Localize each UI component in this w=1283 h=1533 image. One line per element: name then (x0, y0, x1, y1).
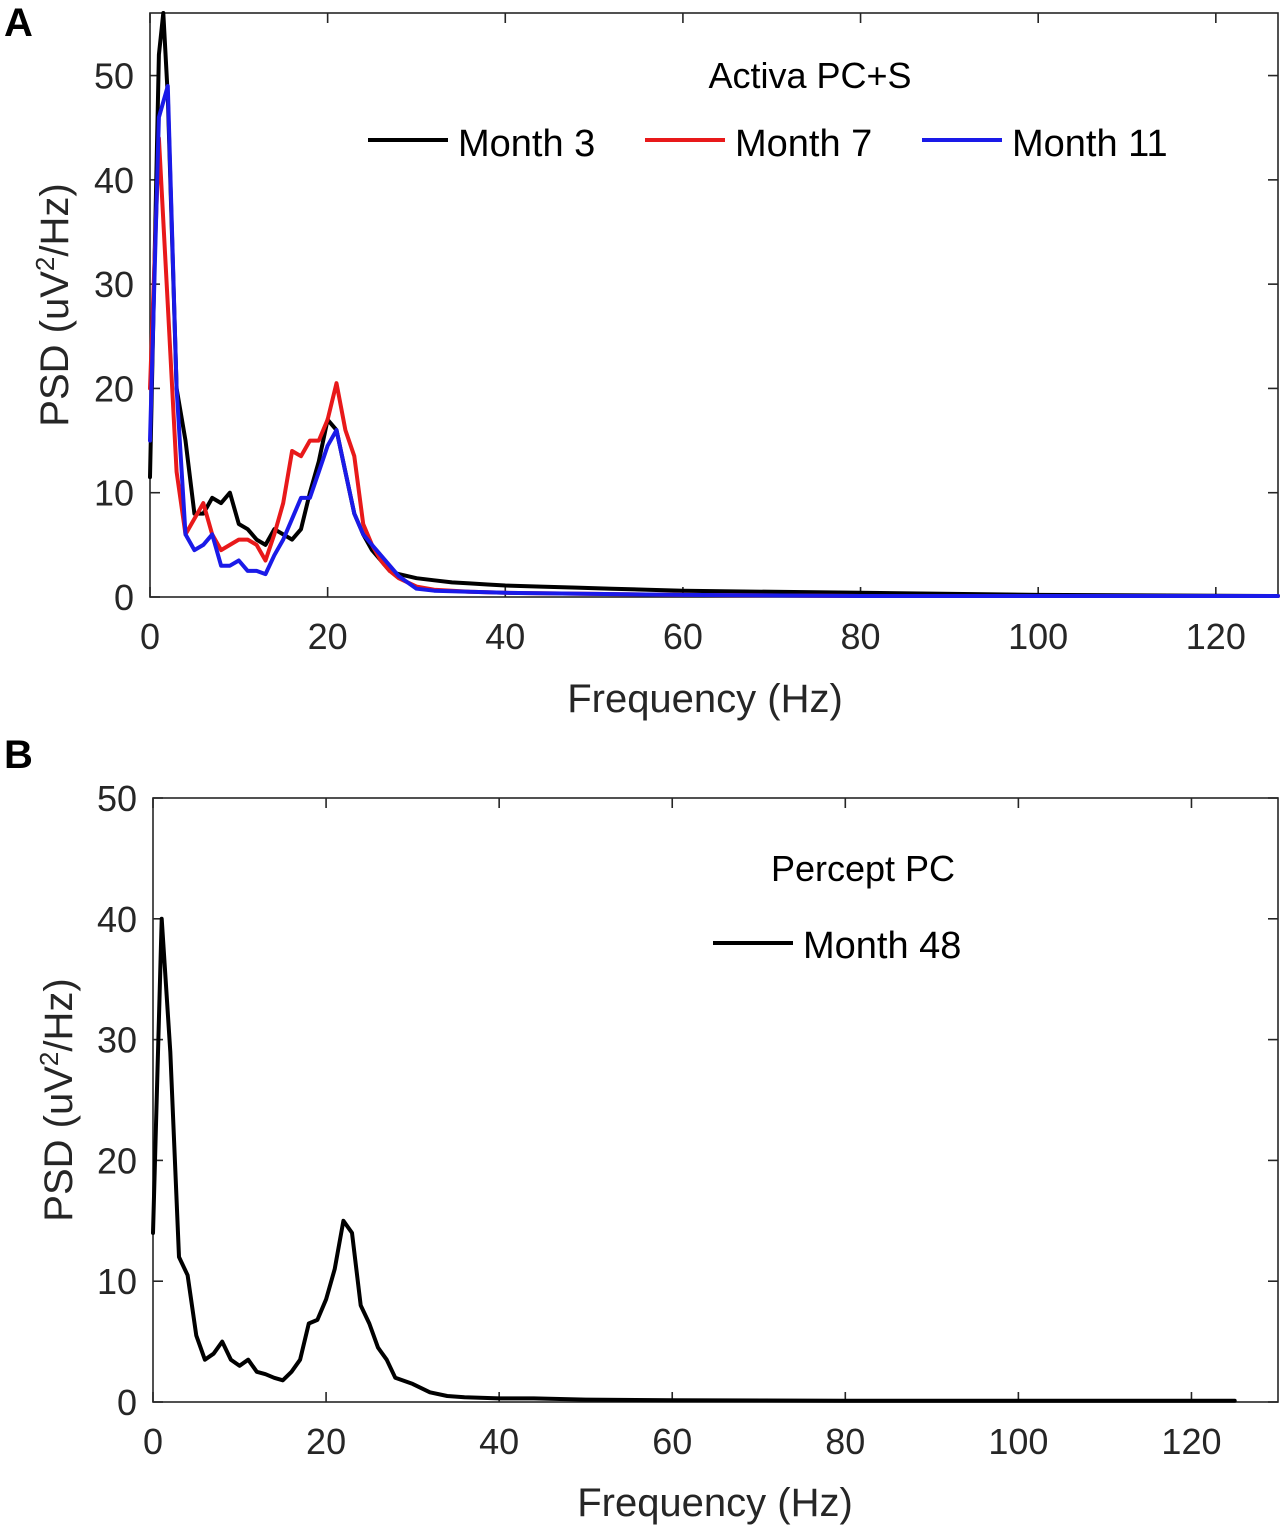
panel-a-xtick-label: 120 (1186, 616, 1246, 657)
panel-b-ylabel-superscript: 2 (34, 1052, 64, 1066)
panel-a: A 0 20 40 60 80 100 120 0 10 20 30 40 50 Frequency (… (4, 1, 1280, 721)
panel-a-ylabel-part2: /Hz) (33, 183, 77, 256)
panel-b-letter: B (4, 733, 33, 777)
panel-b-xtick-label: 100 (988, 1421, 1048, 1462)
panel-a-xtick-label: 0 (140, 616, 160, 657)
panel-b-legend-title: Percept PC (771, 848, 955, 889)
panel-a-ytick-label: 10 (94, 473, 134, 514)
panel-a-ylabel-superscript: 2 (30, 257, 60, 271)
panel-b-ticks: 0 20 40 60 80 100 120 0 10 20 30 40 50 (97, 778, 1278, 1462)
panel-a-xtick-label: 100 (1008, 616, 1068, 657)
legend-label-month-3: Month 3 (458, 123, 595, 165)
legend-label-month-11: Month 11 (1012, 123, 1168, 165)
panel-b-ytick-label: 0 (117, 1382, 137, 1423)
panel-a-ytick-label: 0 (114, 577, 134, 618)
panel-a-series (148, 11, 1280, 598)
series-line-month-48 (151, 916, 1237, 1403)
panel-b-ytick-label: 30 (97, 1020, 137, 1061)
panel-a-legend-title: Activa PC+S (708, 55, 911, 96)
panel-b-xtick-label: 120 (1161, 1421, 1221, 1462)
panel-b-xtick-label: 20 (306, 1421, 346, 1462)
panel-b-xtick-label: 0 (143, 1421, 163, 1462)
panel-b-ylabel-part2: /Hz) (37, 978, 81, 1051)
panel-b-xtick-label: 40 (479, 1421, 519, 1462)
panel-b-series (151, 916, 1237, 1403)
legend-label-month-48: Month 48 (803, 925, 961, 967)
panel-a-xtick-label: 80 (841, 616, 881, 657)
panel-b-ytick-label: 40 (97, 899, 137, 940)
panel-a-letter: A (4, 1, 33, 45)
panel-b-ylabel-part1: PSD (uV (37, 1066, 81, 1222)
panel-b: B 0 20 40 60 80 100 120 0 10 20 30 40 50 Frequency (… (4, 733, 1279, 1525)
panel-a-axes (149, 12, 1279, 598)
panel-b-ytick-label: 50 (97, 778, 137, 819)
panel-b-xtick-label: 80 (825, 1421, 865, 1462)
panel-a-xtick-label: 60 (663, 616, 703, 657)
series-line-month-7 (148, 136, 1280, 598)
panel-a-xlabel: Frequency (Hz) (567, 677, 843, 721)
panel-a-ytick-label: 40 (94, 160, 134, 201)
panel-a-ytick-label: 50 (94, 56, 134, 97)
panel-a-xtick-label: 20 (308, 616, 348, 657)
panel-b-ytick-label: 20 (97, 1140, 137, 1181)
series-line-month-3 (148, 11, 1280, 598)
legend-label-month-7: Month 7 (735, 123, 872, 165)
panel-b-ytick-label: 10 (97, 1261, 137, 1302)
series-line-month-11 (148, 84, 1280, 598)
panel-b-xlabel: Frequency (Hz) (577, 1481, 853, 1525)
panel-a-ytick-label: 30 (94, 264, 134, 305)
panel-a-ylabel-part1: PSD (uV (33, 271, 77, 427)
panel-a-ylabel: PSD (uV2/Hz) (30, 183, 77, 426)
panel-a-ticks: 0 20 40 60 80 100 120 0 10 20 30 40 50 (94, 13, 1278, 657)
panel-a-ytick-label: 20 (94, 368, 134, 409)
panel-a-xtick-label: 40 (485, 616, 525, 657)
panel-b-ylabel: PSD (uV2/Hz) (34, 978, 81, 1221)
panel-b-xtick-label: 60 (652, 1421, 692, 1462)
